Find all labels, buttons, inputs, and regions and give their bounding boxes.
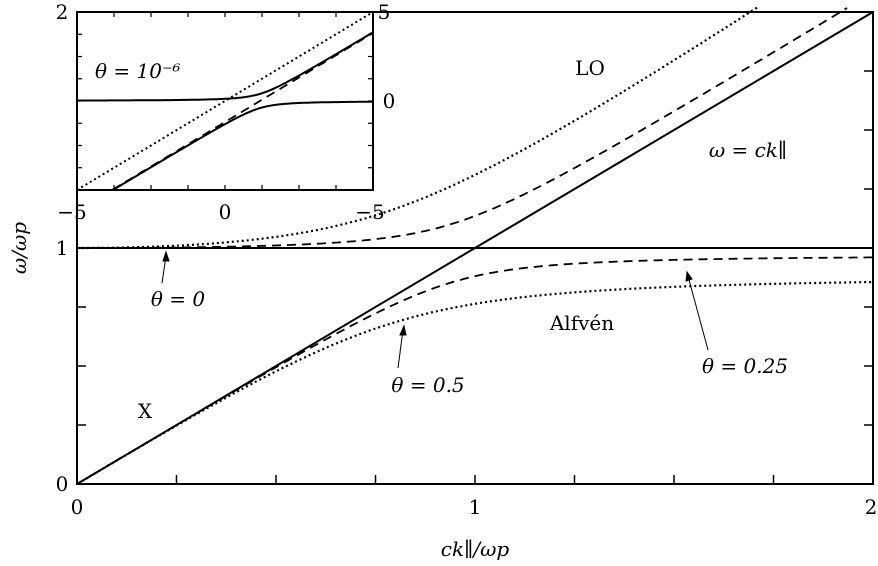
inset-y-tick-5: 5 — [378, 0, 391, 24]
annotation-theta-025: θ = 0.25 — [702, 354, 788, 378]
annotation-alfven: Alfvén — [549, 311, 614, 335]
annotation-theta-05: θ = 0.5 — [391, 373, 464, 397]
x-tick-0: 0 — [71, 495, 84, 519]
inset-x-tick-neg5: −5 — [57, 200, 86, 224]
x-tick-2: 2 — [865, 495, 878, 519]
y-tick-0: 0 — [56, 472, 69, 496]
inset-y-tick-0: 0 — [383, 89, 396, 113]
series-025-lower — [76, 256, 873, 485]
annotation-arrows — [161, 250, 709, 369]
annotation-lo: LO — [575, 56, 605, 80]
arrow-theta-025 — [687, 275, 709, 351]
arrowhead-theta-0 — [162, 250, 170, 262]
y-tick-2: 2 — [56, 0, 69, 24]
arrowhead-theta-025 — [685, 270, 693, 282]
inset-curves — [76, 11, 374, 191]
inset-upper-branch — [77, 31, 374, 102]
annotation-light-line: ω = ck∥ — [709, 138, 787, 162]
annotation-theta-0: θ = 0 — [151, 287, 206, 311]
y-axis-label: ω/ωp — [7, 222, 31, 274]
annotation-x-mode: X — [138, 399, 153, 423]
x-tick-1: 1 — [469, 495, 482, 519]
series-025-upper — [77, 7, 848, 249]
inset-lower-branch — [112, 100, 373, 191]
inset-y-tick-neg5: −5 — [355, 200, 384, 224]
main-ticks — [77, 70, 873, 484]
arrow-theta-05 — [397, 329, 404, 369]
arrowhead-theta-05 — [399, 324, 407, 336]
main-curves — [76, 6, 874, 485]
x-axis-label: ck∥/ωp — [441, 537, 510, 561]
y-tick-1: 1 — [56, 236, 69, 260]
inset-x-tick-0: 0 — [219, 200, 232, 224]
inset-theta-label: θ = 10⁻⁶ — [95, 59, 181, 83]
series-05-upper — [77, 6, 759, 250]
series-05-lower — [76, 280, 874, 485]
inset-ticks — [77, 12, 373, 190]
